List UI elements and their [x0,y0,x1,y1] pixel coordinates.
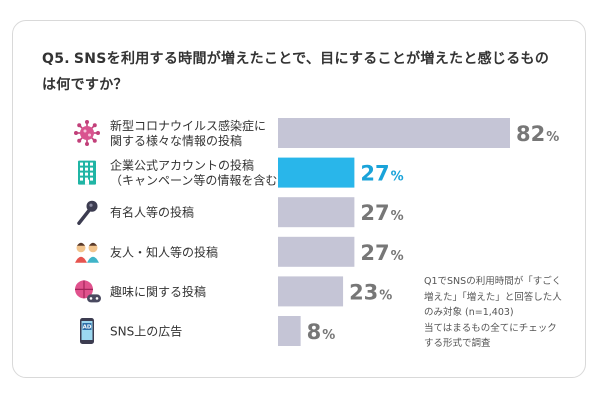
value-label: 23% [349,280,392,304]
survey-note-line: 当てはまるもの全てにチェック [424,322,557,334]
bar [278,316,301,346]
category-label: 友人・知人等の投稿 [110,244,218,259]
microphone-icon [77,200,98,225]
value-label: 27% [360,201,403,225]
category-label: 趣味に関する投稿 [110,284,206,299]
svg-text:AD: AD [83,324,92,330]
bar [278,118,510,148]
value-label: 27% [360,241,403,265]
friends-icon [75,242,99,263]
category-label: SNS上の広告 [110,325,182,339]
bar [278,197,355,228]
ad-phone-icon: AD [80,318,94,344]
building-icon [78,160,96,185]
category-label: 関する様々な情報の投稿 [110,133,242,148]
bar [278,236,355,267]
category-label: 企業公式アカウントの投稿 [110,158,254,173]
virus-icon [74,120,100,146]
survey-note: Q1でSNSの利用時間が「すごく 増えた」「増えた」と回答した人 のみ対象 (n… [424,274,584,352]
bar-highlight [278,157,355,188]
question-title-line2: は何ですか？ [42,77,128,93]
category-label: （キャンペーン等の情報を含む） [110,173,289,188]
survey-note-line: する形式で調査 [424,338,491,349]
category-label: 新型コロナウイルス感染症に [110,118,266,133]
value-label: 8% [307,320,336,344]
value-label: 82% [516,122,559,146]
survey-note-line: Q1でSNSの利用時間が「すごく [424,276,562,287]
survey-note-line: 増えた」「増えた」と回答した人 [424,291,562,303]
bar [278,276,344,307]
value-label: 27% [360,162,403,186]
question-title: Q5. SNSを利用する時間が増えたことで、目にすることが増えたと感じるもの は何… [42,46,572,98]
question-title-line1: SNSを利用する時間が増えたことで、目にすることが増えたと感じるもの [73,51,550,67]
question-number: Q5. [42,51,70,67]
category-label: 有名人等の投稿 [110,205,194,220]
hobby-icon [75,280,101,303]
survey-note-line: のみ対象 (n=1,403) [424,307,514,318]
